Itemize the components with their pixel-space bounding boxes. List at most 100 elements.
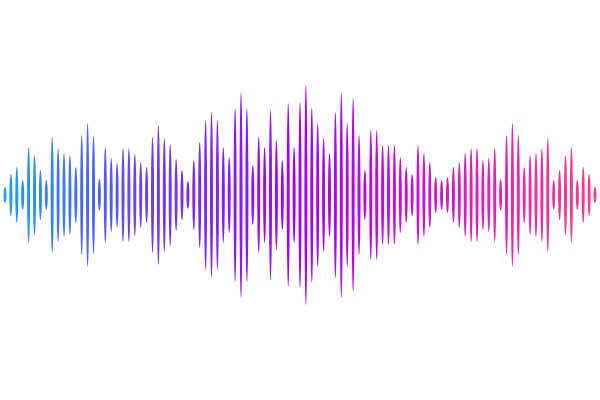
wave-bar bbox=[145, 167, 149, 223]
wave-bar bbox=[133, 154, 137, 236]
wave-bar bbox=[162, 138, 166, 252]
wave-bar bbox=[204, 120, 208, 270]
wave-bar bbox=[280, 160, 284, 230]
wave-bar bbox=[68, 155, 72, 235]
wave-bar bbox=[310, 107, 314, 283]
wave-bar bbox=[516, 135, 520, 255]
wave-bar bbox=[103, 147, 107, 243]
wave-bar bbox=[499, 179, 503, 211]
wave-bar bbox=[416, 145, 420, 245]
wave-bar bbox=[457, 162, 461, 228]
wave-bar bbox=[192, 160, 196, 230]
wave-bar bbox=[109, 158, 113, 232]
wave-bar bbox=[269, 110, 272, 280]
wave-bar bbox=[357, 135, 361, 255]
wave-bar bbox=[286, 103, 290, 287]
wave-bar bbox=[392, 145, 396, 245]
wave-bar bbox=[564, 155, 567, 235]
wave-bar bbox=[80, 135, 84, 255]
wave-bar bbox=[569, 147, 573, 243]
wave-bar bbox=[156, 125, 160, 265]
wave-bar bbox=[186, 181, 190, 209]
wave-bar bbox=[363, 170, 367, 220]
wave-bar bbox=[298, 102, 302, 288]
wave-bar bbox=[15, 167, 19, 223]
wave-bar bbox=[328, 153, 331, 237]
wave-bar bbox=[434, 177, 438, 213]
wave-bar bbox=[387, 145, 390, 245]
wave-bar bbox=[575, 180, 579, 210]
wave-bar bbox=[381, 145, 385, 245]
wave-bar bbox=[56, 148, 60, 242]
wave-bar bbox=[215, 120, 219, 270]
wave-bar bbox=[245, 108, 249, 282]
wave-bar bbox=[9, 174, 13, 216]
wave-bar bbox=[210, 112, 213, 278]
wave-bar bbox=[121, 148, 125, 242]
wave-bar bbox=[304, 85, 308, 305]
wave-bar bbox=[139, 162, 143, 228]
wave-bar bbox=[86, 123, 90, 267]
wave-bar bbox=[398, 157, 402, 233]
wave-bar bbox=[422, 153, 426, 237]
wave-bar bbox=[552, 180, 556, 210]
wave-bar bbox=[3, 187, 7, 203]
wave-bar bbox=[115, 163, 119, 227]
wave-bar bbox=[428, 162, 432, 228]
wave-bar bbox=[440, 180, 444, 210]
wave-bar bbox=[369, 130, 373, 260]
wave-bar bbox=[446, 177, 449, 213]
wave-bar bbox=[593, 187, 597, 203]
wave-bar bbox=[546, 138, 550, 252]
wave-bar bbox=[481, 160, 485, 230]
wave-bar bbox=[558, 170, 562, 220]
wave-bar bbox=[239, 92, 243, 298]
wave-bar bbox=[540, 148, 544, 242]
wave-bar bbox=[345, 123, 349, 267]
wave-bar bbox=[528, 155, 532, 235]
wave-bar bbox=[168, 144, 172, 246]
wave-bar bbox=[581, 167, 585, 223]
wave-bar bbox=[469, 148, 473, 242]
wave-bar bbox=[38, 170, 42, 220]
wave-bar bbox=[92, 136, 95, 254]
wave-bar bbox=[257, 137, 261, 253]
wave-bar bbox=[475, 148, 479, 242]
wave-bar bbox=[510, 123, 514, 267]
wave-bar bbox=[339, 92, 343, 298]
wave-bar bbox=[316, 123, 320, 267]
wave-bar bbox=[233, 108, 237, 282]
wave-bar bbox=[534, 153, 538, 237]
wave-bar bbox=[21, 180, 25, 210]
wave-bar bbox=[522, 167, 526, 223]
wave-bar bbox=[50, 137, 54, 253]
wave-bar bbox=[198, 142, 202, 248]
wave-bars bbox=[3, 85, 597, 305]
wave-bar bbox=[62, 153, 66, 237]
wave-bar bbox=[151, 137, 154, 253]
wave-bar bbox=[463, 153, 467, 237]
wave-bar bbox=[251, 165, 255, 225]
wave-bar bbox=[263, 147, 267, 243]
wave-bar bbox=[487, 158, 491, 232]
wave-bar bbox=[221, 147, 225, 243]
wave-bar bbox=[493, 148, 497, 242]
wave-bar bbox=[227, 157, 231, 233]
wave-bar bbox=[505, 135, 508, 255]
wave-bar bbox=[127, 148, 131, 242]
wave-bar bbox=[410, 174, 414, 216]
wave-bar bbox=[322, 138, 326, 252]
wave-bar bbox=[333, 112, 337, 278]
wave-bar bbox=[74, 167, 78, 223]
wave-bar bbox=[351, 98, 355, 292]
wave-bar bbox=[274, 140, 278, 250]
wave-bar bbox=[451, 167, 455, 223]
wave-bar bbox=[33, 155, 36, 235]
wave-bar bbox=[44, 180, 48, 210]
wave-bar bbox=[180, 170, 184, 220]
wave-bar bbox=[587, 174, 591, 216]
wave-bar bbox=[404, 167, 408, 223]
wave-bar bbox=[97, 179, 101, 211]
wave-bar bbox=[375, 130, 379, 260]
